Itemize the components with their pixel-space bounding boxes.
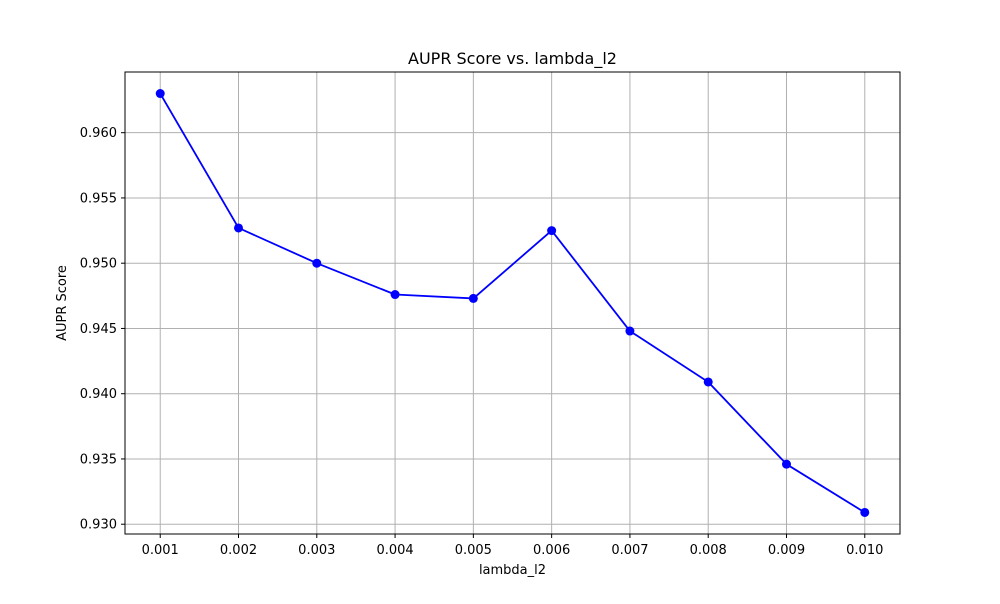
x-tick-label: 0.010 bbox=[846, 543, 883, 558]
x-tick-label: 0.002 bbox=[220, 543, 257, 558]
x-tick-label: 0.003 bbox=[298, 543, 335, 558]
data-point bbox=[625, 326, 635, 336]
x-tick-label: 0.006 bbox=[533, 543, 570, 558]
x-tick-label: 0.008 bbox=[690, 543, 727, 558]
ticks: 0.001 0.002 0.003 0.004 0.005 0.006 0.007 0.008… bbox=[80, 126, 884, 558]
y-tick-label: 0.930 bbox=[80, 518, 117, 533]
data-point bbox=[703, 377, 713, 387]
y-tick-label: 0.945 bbox=[80, 322, 117, 337]
y-tick-label: 0.955 bbox=[80, 191, 117, 206]
chart-title: AUPR Score vs. lambda_l2 bbox=[408, 49, 617, 69]
data-point bbox=[155, 89, 165, 99]
x-axis-label: lambda_l2 bbox=[479, 563, 546, 578]
plot-frame bbox=[124, 71, 901, 535]
y-tick-label: 0.940 bbox=[80, 387, 117, 402]
grid bbox=[125, 72, 900, 534]
series-line bbox=[159, 93, 866, 514]
x-tick-label: 0.009 bbox=[768, 543, 805, 558]
x-tick-label: 0.007 bbox=[611, 543, 648, 558]
x-tick-label: 0.004 bbox=[376, 543, 413, 558]
x-tick-label: 0.005 bbox=[455, 543, 492, 558]
data-point bbox=[781, 459, 791, 469]
y-tick-label: 0.950 bbox=[80, 257, 117, 272]
data-point bbox=[860, 507, 870, 517]
x-tick-label: 0.001 bbox=[142, 543, 179, 558]
y-axis-label: AUPR Score bbox=[55, 265, 70, 341]
y-tick-label: 0.960 bbox=[80, 126, 117, 141]
data-point bbox=[547, 226, 557, 236]
series-layer bbox=[155, 89, 870, 517]
data-point bbox=[312, 258, 322, 268]
data-point bbox=[234, 223, 244, 233]
data-point bbox=[468, 293, 478, 303]
y-tick-label: 0.935 bbox=[80, 452, 117, 467]
data-point bbox=[390, 290, 400, 300]
